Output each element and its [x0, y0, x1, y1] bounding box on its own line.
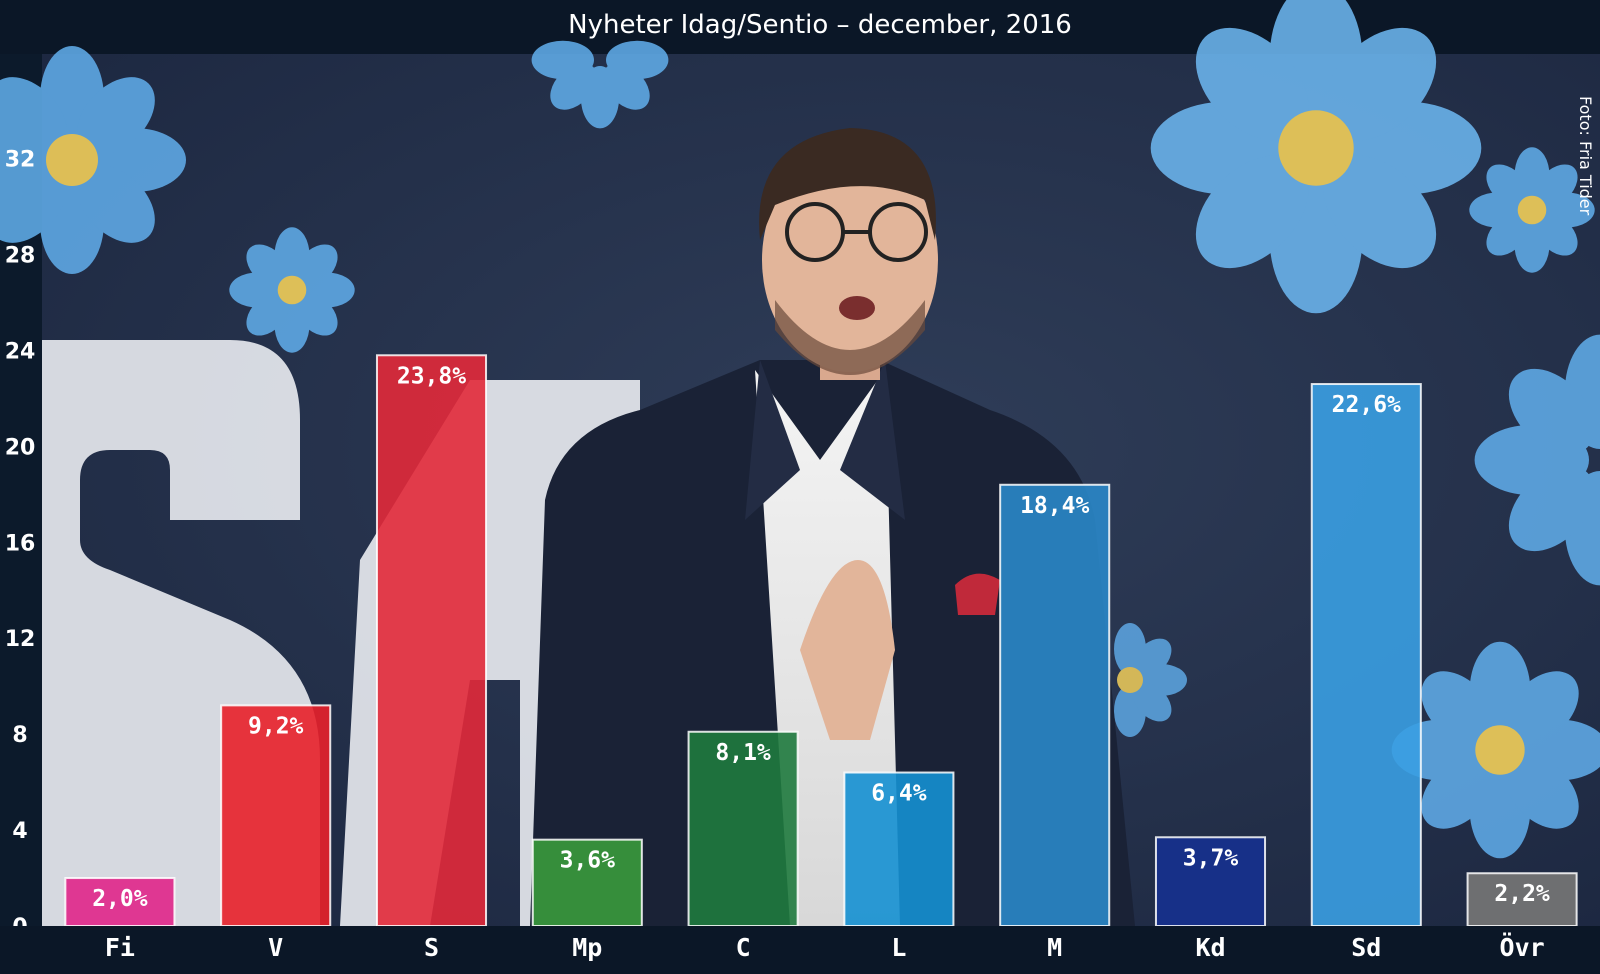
category-label: S	[424, 933, 439, 962]
category-label: Sd	[1351, 933, 1381, 962]
y-tick-label: 24	[5, 339, 36, 364]
bar-s	[375, 354, 488, 927]
category-label: Fi	[105, 933, 135, 962]
value-label: 2,0%	[92, 886, 148, 912]
y-axis: 048121620242832	[5, 148, 36, 940]
value-label: 23,8%	[397, 363, 466, 389]
category-label: Mp	[572, 933, 602, 962]
value-labels: 2,0% 9,2% 23,8% 3,6% 8,1% 6,4% 18,4% 3,7% 22,6% 2…	[92, 363, 1550, 912]
flower-icon	[1474, 334, 1600, 586]
category-label: M	[1047, 933, 1062, 962]
flower-icon	[1150, 0, 1482, 314]
chart-title: Nyheter Idag/Sentio – december, 2016	[568, 10, 1072, 40]
bar-övr	[1466, 872, 1578, 928]
value-label: 6,4%	[871, 781, 927, 807]
y-tick-label: 16	[5, 531, 36, 556]
y-tick-label: 28	[5, 244, 36, 269]
category-label: Kd	[1195, 933, 1225, 962]
bar-v	[220, 704, 332, 927]
bars	[64, 354, 1578, 928]
value-label: 9,2%	[248, 713, 304, 739]
value-label: 2,2%	[1494, 881, 1550, 907]
y-tick-label: 12	[5, 627, 36, 652]
bar-mp	[531, 838, 643, 927]
category-label: V	[268, 933, 283, 962]
value-label: 3,6%	[560, 848, 616, 874]
category-label: C	[736, 933, 751, 962]
flower-icon	[1114, 623, 1187, 737]
category-band	[0, 926, 1600, 974]
value-label: 8,1%	[715, 740, 771, 766]
bar-sd	[1310, 383, 1422, 927]
bar-m	[999, 483, 1111, 927]
x-axis: Fi V S Mp C L M Kd Sd Övr	[105, 932, 1545, 962]
y-tick-label: 32	[5, 148, 36, 173]
category-label: L	[891, 933, 906, 962]
y-tick-label: 20	[5, 435, 36, 460]
flower-icon	[1469, 147, 1595, 273]
value-label: 3,7%	[1183, 845, 1239, 871]
flower-icon	[1391, 641, 1600, 859]
category-label: Övr	[1500, 932, 1545, 962]
value-label: 18,4%	[1020, 493, 1089, 519]
bar-kd	[1154, 836, 1267, 927]
bar-l	[843, 771, 955, 928]
bar-c	[687, 730, 799, 928]
y-tick-label: 4	[12, 819, 27, 844]
flower-icon	[531, 40, 669, 129]
photo-credit: Foto: Fria Tider	[1576, 96, 1595, 216]
y-tick-label: 8	[12, 723, 27, 748]
value-label: 22,6%	[1332, 392, 1401, 418]
flower-icon	[229, 227, 355, 353]
flower-icon	[0, 46, 186, 274]
